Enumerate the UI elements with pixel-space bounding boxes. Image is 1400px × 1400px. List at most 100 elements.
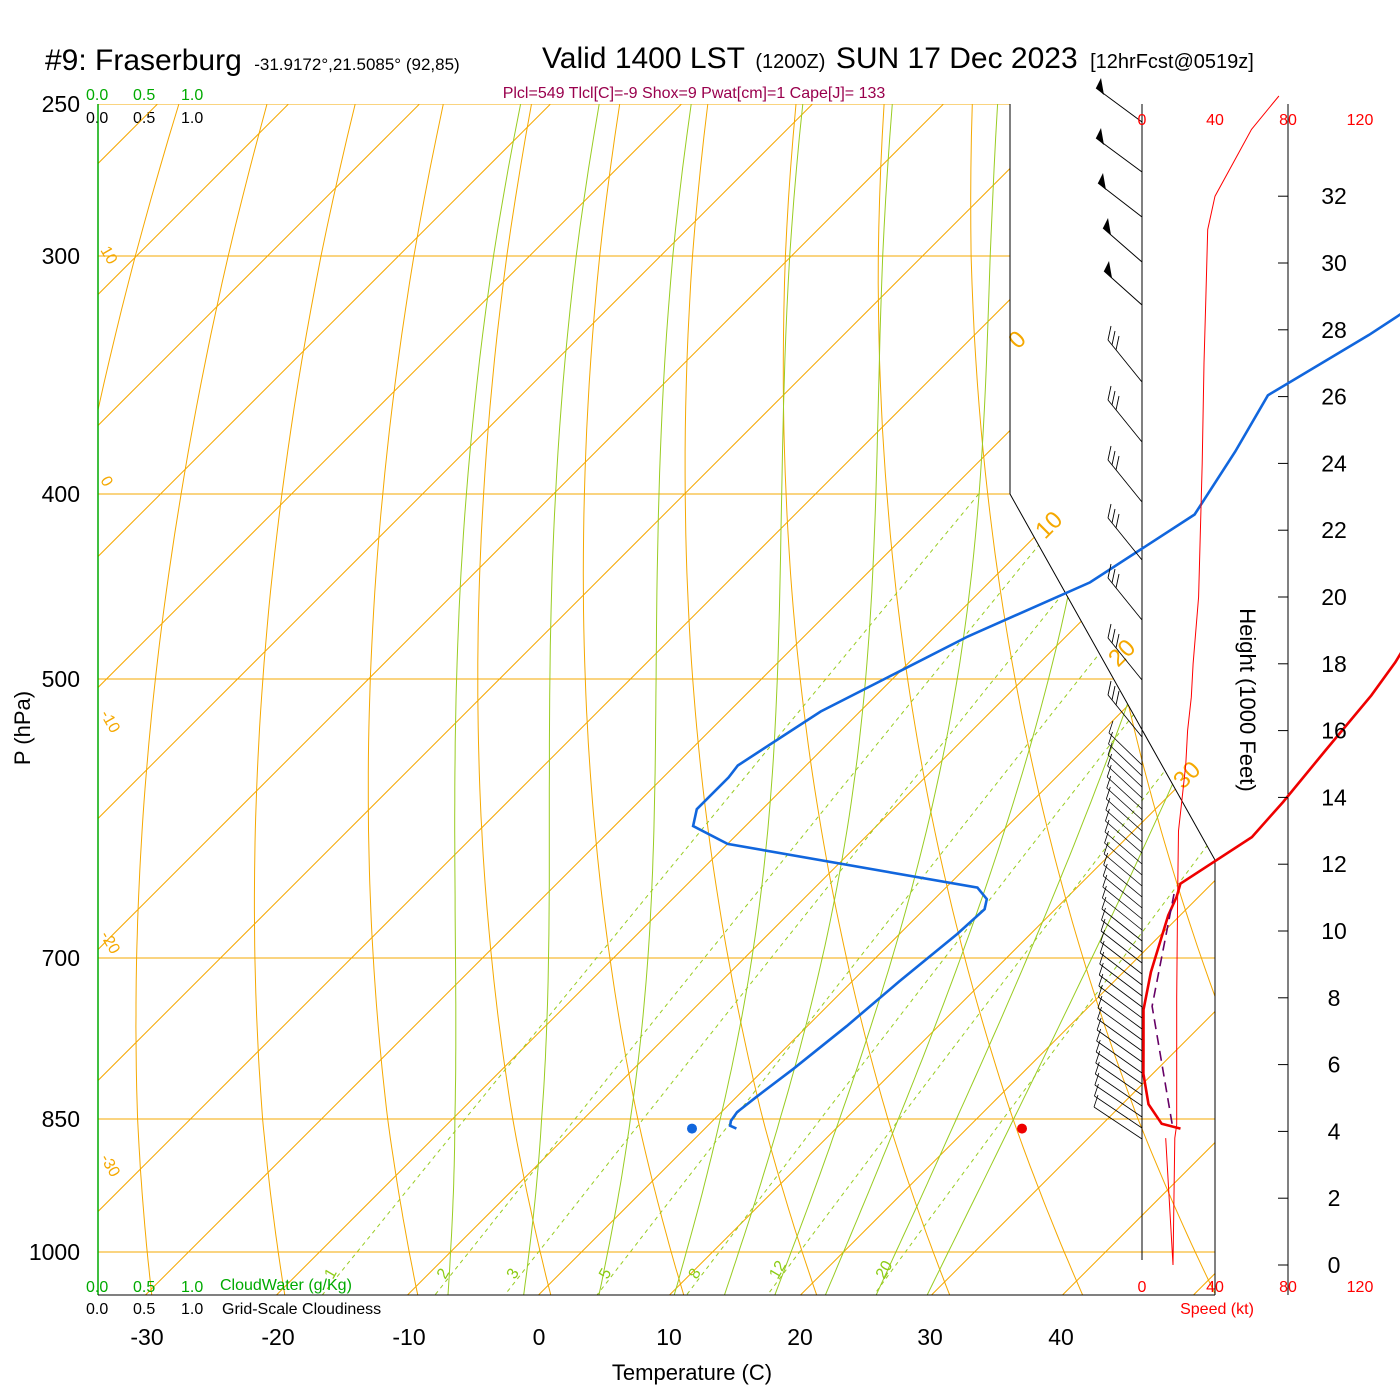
wind-barb xyxy=(1103,261,1143,306)
wind-barb xyxy=(1107,623,1143,681)
isotherm-line xyxy=(669,104,1215,1295)
isotherm-line xyxy=(98,104,682,1295)
pressure-tick-label: 400 xyxy=(42,481,80,507)
dry-adiabat xyxy=(877,104,1086,1295)
height-tick-label: 0 xyxy=(1328,1252,1341,1278)
cloud-scale-bottom-green-1: 0.5 xyxy=(133,1279,155,1296)
mixing-ratio-label: 8 xyxy=(686,1266,705,1282)
height-tick-label: 24 xyxy=(1321,450,1347,476)
mixing-ratio-label: 2 xyxy=(434,1266,453,1282)
speed-tick-top-80: 80 xyxy=(1279,112,1297,129)
wind-barb xyxy=(1107,563,1143,621)
wind-barb xyxy=(1100,929,1143,975)
wind-barb xyxy=(1105,786,1143,832)
temperature-tick-label: 40 xyxy=(1048,1324,1074,1350)
wind-barb xyxy=(1096,1017,1143,1063)
wind-barb xyxy=(1104,819,1143,865)
wind-barb xyxy=(1102,218,1143,263)
temperature-line xyxy=(1142,652,1400,1130)
forecast-label: [12hrFcst@0519z] xyxy=(1090,51,1254,73)
temperature-tick-label: -10 xyxy=(392,1324,425,1350)
wind-barb xyxy=(1102,874,1143,920)
temperature-tick-label: 0 xyxy=(533,1324,546,1350)
mixing-ratio-label: 3 xyxy=(504,1266,523,1282)
cloud-scale-top: 0.0 0.5 1.0 0.0 0.5 1.0 xyxy=(86,87,203,127)
mixing-ratio-label: 5 xyxy=(596,1266,615,1282)
height-tick-label: 4 xyxy=(1328,1118,1341,1144)
speed-scale-bottom: 0 40 80 120 Speed (kt) xyxy=(1138,1279,1374,1318)
moist-adiabat xyxy=(719,104,893,1295)
isotherm-line xyxy=(98,104,551,1295)
temperature-tick-label: 20 xyxy=(787,1324,813,1350)
mixing-ratio-line xyxy=(870,493,1215,1295)
height-tick-label: 6 xyxy=(1328,1052,1341,1078)
wind-barb xyxy=(1095,78,1143,123)
mixing-ratio-label: 12 xyxy=(766,1258,790,1282)
station-title: #9: Fraserburg -31.9172°,21.5085° (92,85… xyxy=(45,44,460,77)
isotherm-label-right: 30 xyxy=(1168,756,1206,794)
dry-adiabat xyxy=(684,104,819,1295)
height-tick-label: 22 xyxy=(1321,517,1347,543)
wind-barb xyxy=(1095,1050,1143,1096)
mixing-ratio-line xyxy=(593,493,1215,1295)
moist-adiabat xyxy=(595,104,692,1295)
wind-barb xyxy=(1099,940,1143,986)
wind-barb xyxy=(1105,797,1143,843)
plot-frame xyxy=(97,104,1289,1296)
wind-barb xyxy=(1101,885,1143,931)
height-tick-label: 30 xyxy=(1321,250,1347,276)
pressure-tick-label: 250 xyxy=(42,91,80,117)
wind-barb xyxy=(1093,1094,1143,1140)
mixing-ratio-line xyxy=(318,493,980,1295)
wind-barb xyxy=(1107,742,1143,788)
cloud-scale-bottom-green-0: 0.0 xyxy=(86,1279,108,1296)
height-tick-label: 32 xyxy=(1321,183,1347,209)
wind-barb xyxy=(1107,445,1143,503)
dewpoint-line xyxy=(691,313,1400,1130)
cloud-scale-top-black-2: 1.0 xyxy=(181,110,203,127)
wind-barb xyxy=(1101,896,1143,942)
wind-barb xyxy=(1098,984,1143,1030)
wind-barb xyxy=(1107,503,1143,561)
temperature-tick-label: -20 xyxy=(261,1324,294,1350)
wind-barb xyxy=(1108,720,1143,766)
wind-barb xyxy=(1097,1006,1143,1052)
isotherm-line xyxy=(407,104,1215,1295)
wind-barb xyxy=(1103,852,1143,898)
height-tick-label: 14 xyxy=(1321,784,1347,810)
wind-barb xyxy=(1096,1028,1143,1074)
pressure-tick-label: 1000 xyxy=(29,1239,80,1265)
cloud-scale-bottom-black-1: 0.5 xyxy=(133,1301,155,1318)
cloud-scale-bottom-black-2: 1.0 xyxy=(181,1301,203,1318)
dry-adiabat xyxy=(367,104,444,1295)
dry-adiabat xyxy=(253,104,356,1295)
dry-adiabat xyxy=(477,104,553,1295)
wind-barb xyxy=(1106,764,1143,810)
isotherm-line xyxy=(98,104,1206,1295)
wind-barb xyxy=(1106,775,1143,821)
dry-adiabat xyxy=(1237,104,1400,1300)
cloud-scale-top-green-1: 0.5 xyxy=(133,87,155,104)
mixing-ratio-line xyxy=(500,493,1144,1295)
wind-barb xyxy=(1098,962,1143,1008)
wind-barb xyxy=(1101,907,1143,953)
isotherm-line xyxy=(98,104,420,1295)
surface-dewpoint-dot xyxy=(687,1123,697,1134)
speed-tick-top-40: 40 xyxy=(1206,112,1224,129)
height-tick-label: 12 xyxy=(1321,851,1347,877)
pressure-tick-label: 300 xyxy=(42,243,80,269)
cloud-scale-bottom: 0.0 0.5 1.0 CloudWater (g/Kg) 0.0 0.5 1.… xyxy=(86,1277,381,1318)
height-tick-label: 18 xyxy=(1321,651,1347,677)
temperature-tick-label: 30 xyxy=(917,1324,943,1350)
isotherm-line xyxy=(538,104,1215,1295)
x-axis-title: Temperature (C) xyxy=(612,1360,772,1385)
speed-tick-bottom-80: 80 xyxy=(1279,1279,1297,1296)
wind-barb xyxy=(1104,830,1143,876)
wind-barb xyxy=(1098,973,1143,1019)
dry-adiabat xyxy=(970,104,1215,1295)
isotherm-line xyxy=(276,104,1215,1295)
wind-barb xyxy=(1102,863,1143,909)
height-tick-label: 8 xyxy=(1328,985,1341,1011)
isotherm-label-right: 10 xyxy=(1030,506,1068,544)
